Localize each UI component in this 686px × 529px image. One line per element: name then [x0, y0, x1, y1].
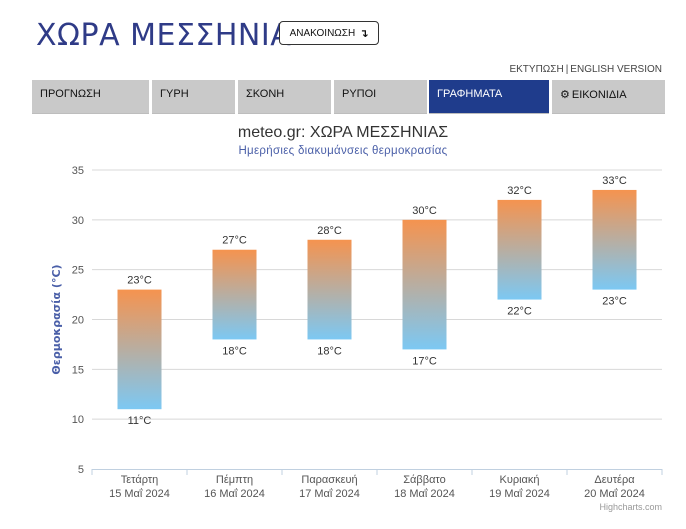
x-tick-date-label: 16 Μαΐ 2024	[204, 488, 265, 500]
x-tick-date-label: 17 Μαΐ 2024	[299, 488, 360, 500]
high-temp-label: 33°C	[602, 175, 627, 187]
x-tick-day-label: Κυριακή	[499, 474, 539, 486]
y-tick-label: 35	[72, 165, 84, 177]
temperature-range-bar[interactable]	[402, 219, 447, 350]
low-temp-label: 22°C	[507, 306, 532, 318]
announcement-button[interactable]: ΑΝΑΚΟΙΝΩΣΗ ↴	[279, 21, 379, 45]
low-temp-label: 23°C	[602, 296, 627, 308]
tab-label: ΓΡΑΦΗΜΑΤΑ	[437, 88, 503, 100]
low-temp-label: 18°C	[222, 345, 247, 357]
high-temp-label: 28°C	[317, 225, 342, 237]
tab-dust[interactable]: ΣΚΟΝΗ	[238, 80, 331, 114]
temperature-range-bar[interactable]	[212, 249, 257, 340]
x-tick-date-label: 18 Μαΐ 2024	[394, 488, 455, 500]
x-tick-day-label: Παρασκευή	[301, 474, 357, 486]
x-tick-date-label: 15 Μαΐ 2024	[109, 488, 170, 500]
y-axis-title: Θερμοκρασία (°C)	[50, 264, 63, 374]
chart-title: meteo.gr: ΧΩΡΑ ΜΕΣΣΗΝΙΑΣ	[237, 124, 449, 141]
tab-forecast[interactable]: ΠΡΟΓΝΩΣΗ	[32, 80, 149, 114]
y-tick-label: 20	[72, 315, 84, 327]
y-tick-label: 15	[72, 364, 84, 376]
x-tick-day-label: Σάββατο	[403, 474, 445, 486]
low-temp-label: 18°C	[317, 345, 342, 357]
tab-pollen[interactable]: ΓΥΡΗ	[152, 80, 235, 114]
low-temp-label: 11°C	[128, 415, 152, 427]
chart-subtitle: Ημερήσιες διακυμάνσεις θερμοκρασίας	[238, 145, 448, 157]
y-tick-label: 25	[72, 265, 84, 277]
tab-label: ΡΥΠΟΙ	[342, 88, 377, 100]
temperature-range-bar[interactable]	[117, 289, 162, 410]
tab-icons[interactable]: ⚙ ΕΙΚΟΝΙΔΙΑ	[552, 80, 665, 114]
x-tick-date-label: 20 Μαΐ 2024	[584, 488, 645, 500]
x-tick-day-label: Τετάρτη	[121, 474, 159, 486]
tab-label: ΠΡΟΓΝΩΣΗ	[40, 88, 101, 100]
top-links: ΕΚΤΥΠΩΣΗ | ENGLISH VERSION	[509, 64, 662, 75]
english-version-link[interactable]: ENGLISH VERSION	[570, 64, 662, 75]
tab-charts[interactable]: ΓΡΑΦΗΜΑΤΑ	[429, 80, 549, 114]
high-temp-label: 27°C	[222, 235, 247, 247]
page-title: ΧΩΡΑ ΜΕΣΣΗΝΙΑΣ	[36, 18, 311, 53]
tab-label: ΕΙΚΟΝΙΔΙΑ	[571, 89, 627, 101]
x-tick-day-label: Δευτέρα	[594, 474, 635, 486]
y-tick-label: 30	[72, 215, 84, 227]
y-tick-label: 5	[78, 464, 84, 476]
high-temp-label: 30°C	[412, 205, 437, 217]
high-temp-label: 32°C	[507, 185, 532, 197]
tab-label: ΣΚΟΝΗ	[246, 88, 285, 100]
tab-label: ΓΥΡΗ	[160, 88, 189, 100]
x-tick-day-label: Πέμπτη	[216, 474, 253, 486]
x-tick-date-label: 19 Μαΐ 2024	[489, 488, 550, 500]
print-link[interactable]: ΕΚΤΥΠΩΣΗ	[509, 64, 564, 75]
high-temp-label: 23°C	[127, 275, 152, 287]
arrow-down-icon: ↴	[359, 27, 369, 40]
tab-pollutants[interactable]: ΡΥΠΟΙ	[334, 80, 427, 114]
y-tick-label: 10	[72, 414, 84, 426]
link-separator: |	[565, 64, 569, 75]
temperature-range-bar[interactable]	[592, 189, 637, 290]
gear-icon: ⚙	[560, 89, 570, 101]
low-temp-label: 17°C	[412, 355, 437, 367]
announcement-label: ΑΝΑΚΟΙΝΩΣΗ	[289, 27, 356, 39]
temperature-range-bar[interactable]	[307, 239, 352, 340]
temperature-range-bar[interactable]	[497, 199, 542, 300]
credits-link[interactable]: Highcharts.com	[599, 502, 662, 512]
